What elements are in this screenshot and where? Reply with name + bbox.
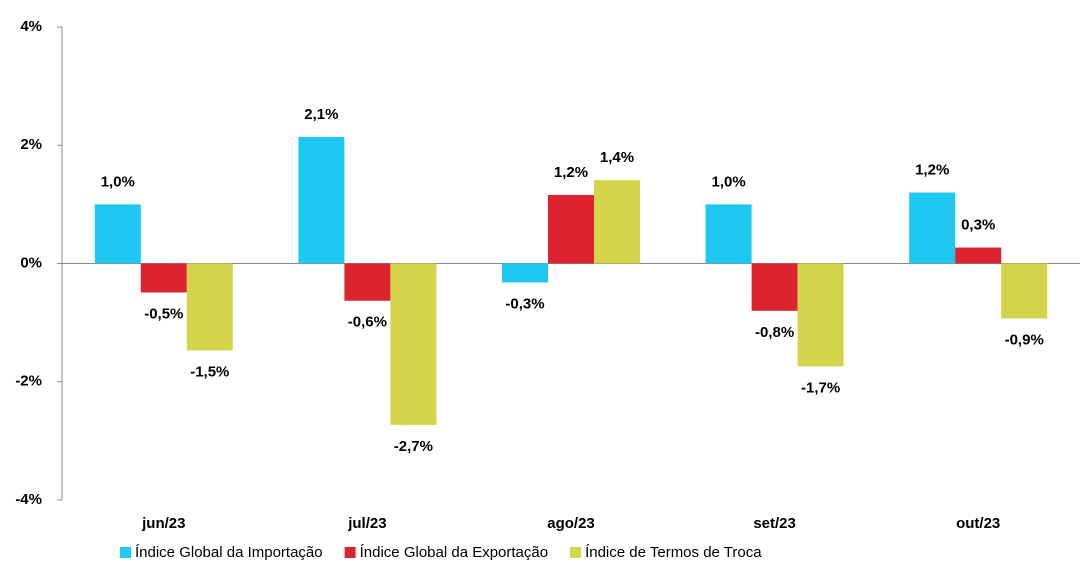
x-tick-label: jun/23: [141, 515, 185, 532]
bar: [751, 263, 798, 311]
value-label: 1,2%: [915, 162, 949, 179]
y-tick-label: 2%: [20, 136, 42, 153]
x-tick-label: ago/23: [547, 515, 595, 532]
legend-label: Índice Global da Importação: [135, 544, 323, 561]
value-label: -2,7%: [394, 438, 433, 455]
bar: [186, 263, 233, 351]
bar: [344, 263, 391, 301]
y-tick-label: -2%: [15, 373, 42, 390]
x-tick-label: set/23: [753, 515, 796, 532]
value-label: 1,4%: [600, 149, 634, 166]
bar: [548, 194, 594, 264]
bar: [797, 263, 844, 367]
bar: [94, 204, 141, 264]
value-label: -0,5%: [144, 305, 183, 322]
y-tick-label: 0%: [20, 254, 42, 271]
value-label: 2,1%: [304, 106, 338, 123]
x-tick-label: out/23: [956, 515, 1000, 532]
value-label: -0,8%: [755, 324, 794, 341]
value-label: -1,5%: [190, 363, 229, 380]
bar: [140, 263, 187, 293]
legend-swatch: [120, 547, 131, 558]
bar: [909, 192, 956, 264]
value-label: -0,6%: [348, 314, 387, 331]
bar: [705, 204, 752, 264]
y-tick-label: -4%: [15, 491, 42, 508]
bar: [298, 136, 345, 264]
legend-label: Índice de Termos de Troca: [585, 544, 762, 561]
bar: [390, 263, 437, 425]
value-label: 1,0%: [101, 173, 135, 190]
bar: [594, 180, 640, 264]
legend-swatch: [570, 547, 582, 558]
bar: [1001, 263, 1048, 319]
legend-label: Índice Global da Exportação: [360, 544, 548, 561]
value-label: 0,3%: [961, 217, 995, 234]
value-label: 1,2%: [554, 164, 588, 181]
value-label: -0,9%: [1005, 331, 1044, 348]
value-label: 1,0%: [711, 173, 745, 190]
y-tick-label: 4%: [20, 18, 42, 35]
value-label: -0,3%: [505, 295, 544, 312]
legend-swatch: [344, 547, 356, 558]
x-tick-label: jul/23: [347, 515, 386, 532]
bar: [955, 247, 1002, 264]
value-label: -1,7%: [801, 379, 840, 396]
bar: [502, 263, 548, 283]
